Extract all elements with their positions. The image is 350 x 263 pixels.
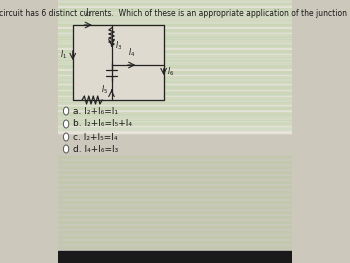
Bar [58,241,292,243]
Bar [58,59,292,63]
Bar [58,91,292,94]
Bar [58,206,292,208]
Bar [58,50,292,52]
Bar [58,171,292,173]
Text: a. I₂+I₆=I₁: a. I₂+I₆=I₁ [73,107,118,115]
Bar [58,88,292,91]
Bar [58,161,292,163]
Bar [58,34,292,37]
Bar [58,24,292,28]
Bar [58,191,292,193]
Text: d. I₄+I₆=I₃: d. I₄+I₆=I₃ [73,144,118,154]
Bar [58,76,292,78]
Bar [58,28,292,32]
Text: $I_2$: $I_2$ [85,7,92,19]
Text: b. I₂+I₆=I₅+I₄: b. I₂+I₆=I₅+I₄ [73,119,132,129]
Bar [58,18,292,21]
Bar [58,98,292,102]
Bar [58,73,292,77]
Bar [58,29,292,31]
Bar [58,126,292,129]
Bar [58,221,292,223]
Bar [58,84,292,88]
Bar [58,115,292,119]
Bar [58,67,292,70]
Circle shape [63,133,69,141]
Bar [58,102,292,105]
Bar [58,55,292,57]
Bar [58,216,292,218]
Bar [58,97,292,99]
Bar [58,112,292,115]
Bar [58,24,292,26]
Bar [58,102,292,104]
Bar [58,226,292,228]
Bar [58,3,292,6]
Bar [58,42,292,45]
Bar [58,32,292,35]
Bar [58,186,292,188]
Bar [58,60,292,63]
Bar [58,119,292,123]
Bar [58,38,292,42]
Bar [58,94,292,98]
Bar [58,14,292,18]
Bar [58,81,292,83]
Bar [58,35,292,38]
Bar [58,129,292,133]
Circle shape [63,107,69,115]
Bar [58,231,292,233]
Bar [58,63,292,67]
Text: $I_1$: $I_1$ [60,49,68,61]
Bar [58,70,292,73]
Bar [58,56,292,59]
Bar [58,53,292,56]
Bar [58,21,292,24]
Bar [58,11,292,14]
Bar [58,86,292,89]
Bar [58,166,292,168]
Bar [58,49,292,53]
Text: This circuit has 6 distinct currents.  Which of these is an appropriate applicat: This circuit has 6 distinct currents. Wh… [0,9,350,18]
Text: $I_4$: $I_4$ [128,47,135,59]
Bar [58,251,292,263]
Bar [58,91,292,94]
Bar [58,77,292,80]
Bar [58,117,292,120]
Bar [58,18,292,21]
Bar [58,196,292,198]
Bar [58,8,292,11]
Bar [58,105,292,109]
Bar [58,80,292,84]
Text: c. I₂+I₅=I₄: c. I₂+I₅=I₄ [73,133,117,141]
Bar [58,156,292,158]
Text: $I_3$: $I_3$ [115,40,122,52]
Bar [58,211,292,213]
Bar [58,0,292,163]
Circle shape [63,120,69,128]
Bar [58,39,292,42]
Bar [58,236,292,238]
Text: $I_5$: $I_5$ [101,84,108,96]
Bar [58,3,292,7]
Bar [58,13,292,16]
Bar [58,109,292,112]
Bar [58,246,292,248]
Bar [58,70,292,73]
Bar [58,181,292,183]
Bar [58,45,292,49]
Bar [58,7,292,11]
Bar [58,123,292,126]
Bar [58,65,292,68]
Bar [58,123,292,125]
Bar [58,201,292,203]
Text: $I_6$: $I_6$ [167,66,174,78]
Circle shape [63,145,69,153]
Bar [58,0,292,3]
Bar [73,25,164,100]
Bar [58,176,292,178]
Bar [58,112,292,115]
Bar [58,107,292,109]
Bar [58,44,292,47]
